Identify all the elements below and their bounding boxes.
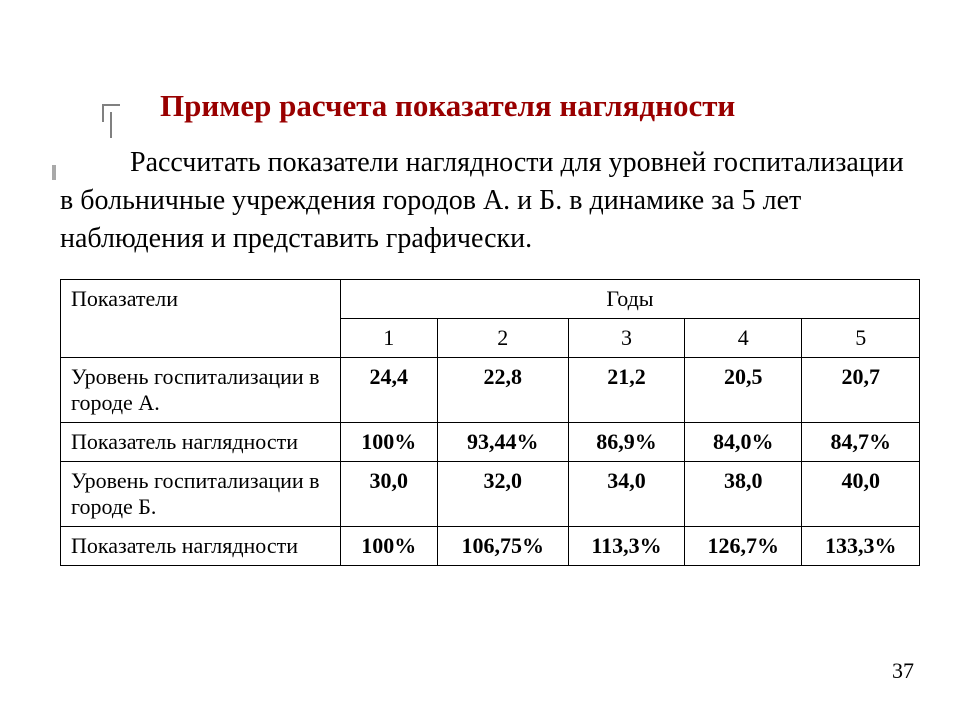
cell: 93,44% — [437, 423, 568, 462]
cell: 84,7% — [802, 423, 920, 462]
cell: 100% — [341, 527, 438, 566]
cell: 40,0 — [802, 462, 920, 527]
cell: 106,75% — [437, 527, 568, 566]
table-row: Уровень госпитализации в городе Б. 30,0 … — [61, 462, 920, 527]
cell: 24,4 — [341, 358, 438, 423]
row-label: Показатель наглядности — [61, 527, 341, 566]
year-col-5: 5 — [802, 319, 920, 358]
table-row: Показатель наглядности 100% 93,44% 86,9%… — [61, 423, 920, 462]
cell: 126,7% — [684, 527, 802, 566]
cell: 22,8 — [437, 358, 568, 423]
cell: 113,3% — [569, 527, 685, 566]
cell: 84,0% — [684, 423, 802, 462]
header-indicator: Показатели — [61, 280, 341, 358]
cell: 32,0 — [437, 462, 568, 527]
cell: 20,7 — [802, 358, 920, 423]
row-label: Уровень госпитализации в городе А. — [61, 358, 341, 423]
cell: 38,0 — [684, 462, 802, 527]
table-row: Уровень госпитализации в городе А. 24,4 … — [61, 358, 920, 423]
cell: 21,2 — [569, 358, 685, 423]
data-table: Показатели Годы 1 2 3 4 5 Уровень госпит… — [60, 279, 920, 566]
table-header-row-1: Показатели Годы — [61, 280, 920, 319]
header-years: Годы — [341, 280, 920, 319]
row-label: Показатель наглядности — [61, 423, 341, 462]
cell: 86,9% — [569, 423, 685, 462]
left-sidebar-mark — [52, 165, 56, 180]
cell: 30,0 — [341, 462, 438, 527]
row-label: Уровень госпитализации в городе Б. — [61, 462, 341, 527]
table-row: Показатель наглядности 100% 106,75% 113,… — [61, 527, 920, 566]
page-number: 37 — [892, 658, 914, 684]
bullet-marker — [102, 104, 120, 122]
year-col-3: 3 — [569, 319, 685, 358]
cell: 34,0 — [569, 462, 685, 527]
slide-paragraph: Рассчитать показатели наглядности для ур… — [60, 144, 920, 257]
cell: 100% — [341, 423, 438, 462]
year-col-4: 4 — [684, 319, 802, 358]
cell: 20,5 — [684, 358, 802, 423]
year-col-1: 1 — [341, 319, 438, 358]
slide-content: Пример расчета показателя наглядности Ра… — [0, 0, 960, 566]
cell: 133,3% — [802, 527, 920, 566]
year-col-2: 2 — [437, 319, 568, 358]
slide-title: Пример расчета показателя наглядности — [160, 88, 920, 124]
